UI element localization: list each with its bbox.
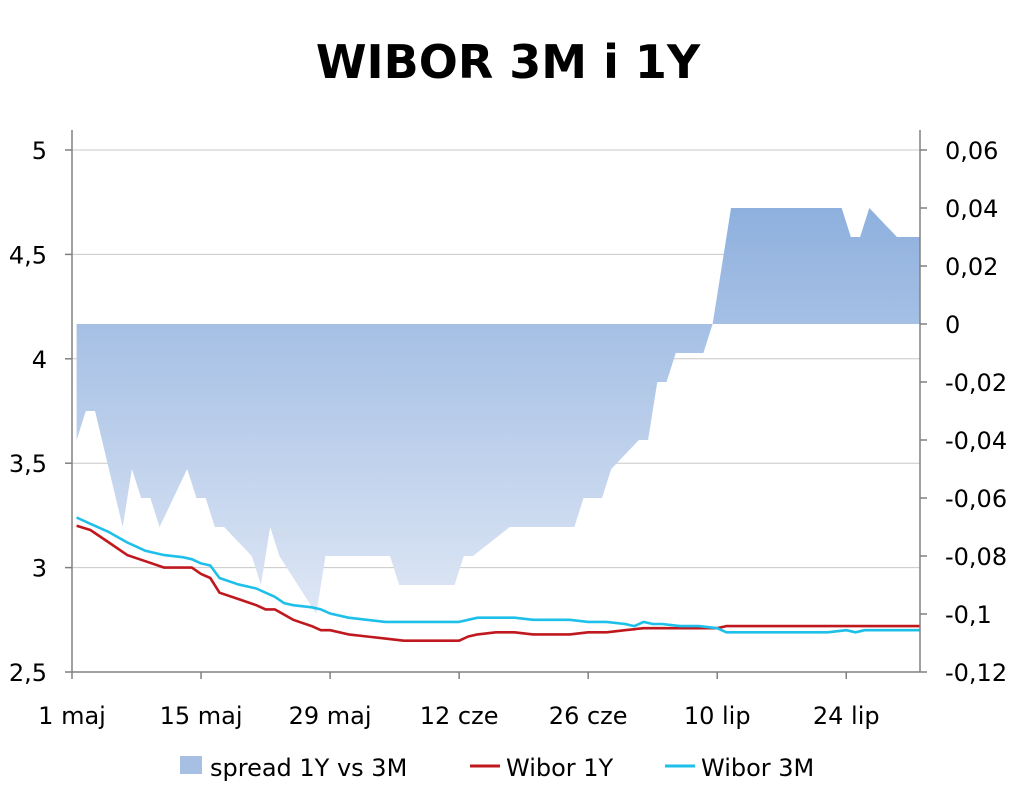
- chart-title: WIBOR 3M i 1Y: [316, 35, 701, 89]
- y-right-tick-label: 0,02: [945, 253, 998, 281]
- x-tick-label: 1 maj: [38, 702, 106, 730]
- y-right-tick-label: -0,12: [945, 659, 1007, 687]
- axes: 2,5 3 3,5 4 4,5 5 -0,12 -0,1 -0,08 -0,06 -0,04 -0,0…: [9, 130, 1007, 730]
- y-left-tick-label: 3: [32, 555, 47, 583]
- y-right-tick-label: -0,08: [945, 543, 1007, 571]
- x-tick-label: 10 lip: [684, 702, 751, 730]
- legend-label-line: Wibor 1Y: [506, 754, 614, 782]
- y-right-tick-label: -0,04: [945, 427, 1007, 455]
- legend-label-spread: spread 1Y vs 3M: [210, 754, 407, 782]
- y-left-tick-label: 4,5: [9, 241, 47, 269]
- y-right-tick-label: 0: [945, 311, 960, 339]
- y-right-tick-label: -0,06: [945, 485, 1007, 513]
- spread-area-layer: [76, 208, 920, 614]
- x-tick-label: 12 cze: [420, 702, 499, 730]
- x-tick-label: 15 maj: [160, 702, 243, 730]
- y-left-tick-label: 2,5: [9, 659, 47, 687]
- x-tick-label: 29 maj: [289, 702, 372, 730]
- line-layer: [76, 516, 920, 643]
- wibor-3m-line: [76, 516, 920, 634]
- y-right-tick-label: 0,04: [945, 195, 998, 223]
- wibor-1y-line: [76, 524, 920, 643]
- y-left-tick-label: 3,5: [9, 450, 47, 478]
- legend-label-line: Wibor 3M: [701, 754, 814, 782]
- legend-swatch-spread: [180, 756, 202, 774]
- y-right-tick-label: -0,1: [945, 601, 992, 629]
- spread-area: [76, 208, 920, 614]
- x-tick-label: 24 lip: [813, 702, 880, 730]
- y-right-tick-label: 0,06: [945, 137, 998, 165]
- y-left-tick-label: 5: [32, 137, 47, 165]
- y-left-tick-label: 4: [32, 346, 47, 374]
- y-right-tick-label: -0,02: [945, 369, 1007, 397]
- x-tick-label: 26 cze: [549, 702, 628, 730]
- legend: spread 1Y vs 3M Wibor 1Y Wibor 3M: [180, 754, 814, 782]
